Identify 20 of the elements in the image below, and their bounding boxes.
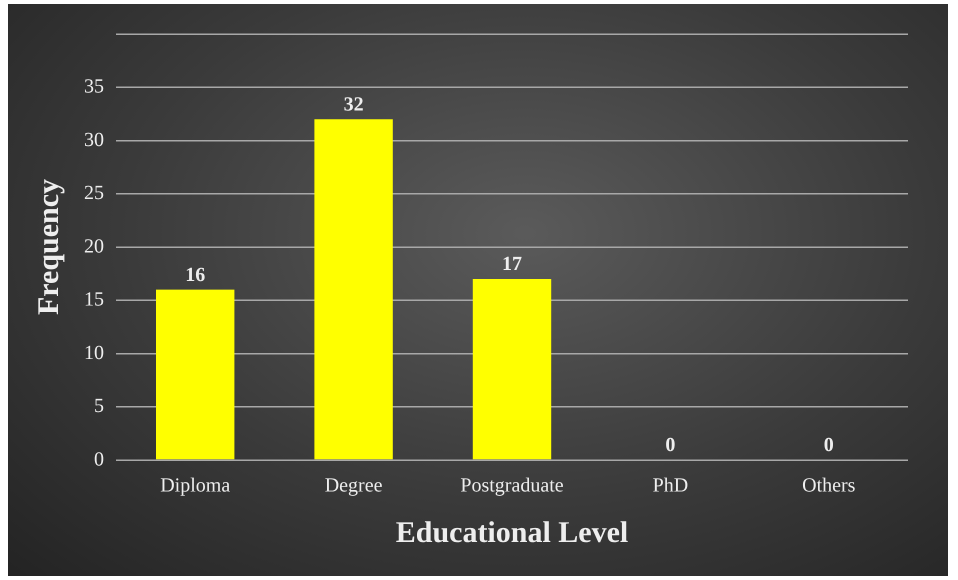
y-tick-label: 15 bbox=[84, 288, 104, 310]
y-tick-label: 0 bbox=[94, 448, 104, 470]
y-tick-label: 20 bbox=[84, 235, 104, 258]
data-label: 0 bbox=[824, 434, 834, 456]
y-tick-label: 5 bbox=[94, 395, 104, 417]
data-label: 17 bbox=[502, 253, 522, 276]
x-tick-label: PhD bbox=[652, 474, 688, 496]
data-label: 16 bbox=[185, 264, 206, 286]
y-tick-label: 25 bbox=[84, 182, 104, 204]
y-tick-label: 35 bbox=[84, 76, 104, 98]
x-tick-label: Degree bbox=[324, 474, 383, 496]
data-label: 0 bbox=[665, 434, 676, 456]
y-tick-label: 30 bbox=[84, 128, 104, 151]
x-axis-title: Educational Level bbox=[396, 516, 628, 549]
x-tick-label: Diploma bbox=[160, 474, 230, 496]
y-axis-title: Frequency bbox=[32, 178, 65, 316]
x-tick-label: Postgraduate bbox=[460, 474, 564, 496]
y-tick-label: 10 bbox=[84, 342, 104, 364]
data-label: 32 bbox=[344, 93, 364, 116]
x-tick-label: Others bbox=[802, 474, 856, 496]
